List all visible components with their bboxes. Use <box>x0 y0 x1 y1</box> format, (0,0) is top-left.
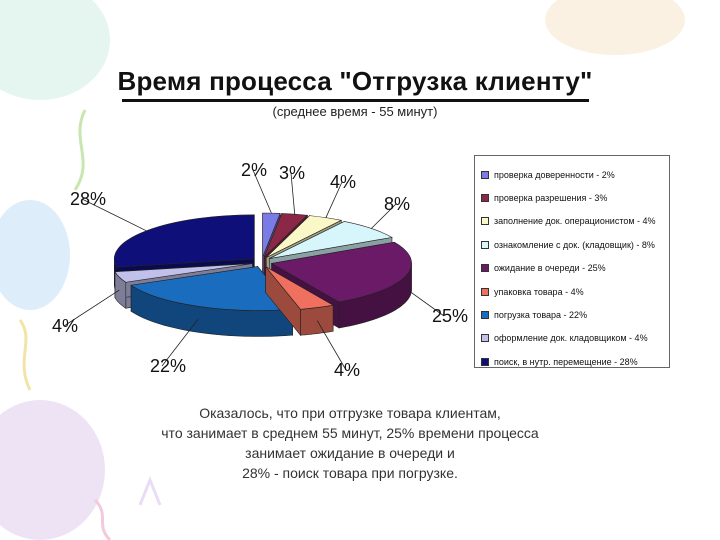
chart-title: Время процесса "Отгрузка клиенту" <box>117 66 593 96</box>
legend-label: поиск, в нутр. перемещение - 28% <box>494 356 638 367</box>
legend-swatch <box>481 194 489 203</box>
legend-swatch <box>481 287 489 296</box>
legend-label: проверка доверенности - 2% <box>494 169 615 180</box>
legend-item: упаковка товара - 4% <box>481 280 665 303</box>
data-label: 4% <box>52 316 78 336</box>
data-label: 3% <box>279 163 305 183</box>
legend-label: проверка разрешения - 3% <box>494 193 608 204</box>
slice-top-face <box>270 241 412 303</box>
legend-label: погрузка товара - 22% <box>494 310 588 321</box>
caption: Оказалось, что при отгрузке товара клиен… <box>100 403 600 483</box>
leader-line <box>316 320 347 371</box>
data-label: 8% <box>384 194 410 214</box>
legend-swatch <box>481 357 489 366</box>
slice-top-face <box>114 214 255 268</box>
legend-label: ознакомление с док. (кладовщик) - 8% <box>494 239 655 250</box>
chart-subtitle: (среднее время - 55 минут) <box>272 104 438 119</box>
legend-swatch <box>481 334 489 343</box>
caption-line: что занимает в среднем 55 минут, 25% вре… <box>161 425 539 441</box>
legend-label: упаковка товара - 4% <box>494 286 584 297</box>
legend-swatch <box>481 264 489 273</box>
leader-line <box>63 289 120 327</box>
ribbon-decoration <box>93 498 112 540</box>
balloon-decoration <box>0 200 70 310</box>
legend-item: ознакомление с док. (кладовщик) - 8% <box>481 233 665 256</box>
leader-line <box>405 288 445 317</box>
slice-top-face <box>265 266 335 310</box>
legend-item: поиск, в нутр. перемещение - 28% <box>481 350 665 373</box>
legend-label: заполнение док. операционистом - 4% <box>494 216 656 227</box>
legend-item: проверка доверенности - 2% <box>481 163 665 186</box>
leader-line <box>325 181 343 218</box>
balloon-decoration <box>0 0 110 100</box>
data-label: 2% <box>241 160 267 180</box>
data-label: 4% <box>330 172 356 192</box>
caption-line: Оказалось, что при отгрузке товара клиен… <box>199 405 501 421</box>
slice-top-face <box>114 263 253 283</box>
balloon-decoration <box>545 0 685 55</box>
legend-item: ожидание в очереди - 25% <box>481 257 665 280</box>
legend-item: погрузка товара - 22% <box>481 303 665 326</box>
leader-line <box>161 319 199 367</box>
balloon-decoration <box>0 400 105 540</box>
leader-line <box>371 203 397 229</box>
leader-line <box>81 198 147 232</box>
leader-line <box>252 169 272 214</box>
data-label: 28% <box>70 189 106 209</box>
caption-line: 28% - поиск товара при погрузке. <box>242 465 458 481</box>
ribbon-decoration <box>18 319 32 391</box>
chart-legend: проверка доверенности - 2% проверка разре… <box>474 155 670 368</box>
pie-slice <box>265 265 335 337</box>
legend-swatch <box>481 170 489 179</box>
legend-item: оформление док. кладовщиком - 4% <box>481 327 665 350</box>
legend-swatch <box>481 311 489 320</box>
slice-top-face <box>262 212 281 258</box>
data-label: 22% <box>150 356 186 376</box>
slice-top-face <box>130 266 294 311</box>
leader-line <box>290 172 296 215</box>
caption-line: занимает ожидание в очереди и <box>245 445 455 461</box>
legend-label: оформление док. кладовщиком - 4% <box>494 333 648 344</box>
slice-outer-face <box>300 304 334 336</box>
legend-label: ожидание в очереди - 25% <box>494 263 606 274</box>
legend-item: проверка разрешения - 3% <box>481 186 665 209</box>
legend-swatch <box>481 217 489 226</box>
title-underline <box>122 99 589 102</box>
legend-swatch <box>481 240 489 249</box>
data-label: 25% <box>432 306 468 326</box>
confetti-decoration <box>138 475 162 506</box>
legend-item: заполнение док. операционистом - 4% <box>481 210 665 233</box>
data-label: 4% <box>334 360 360 380</box>
ribbon-decoration <box>73 109 87 191</box>
